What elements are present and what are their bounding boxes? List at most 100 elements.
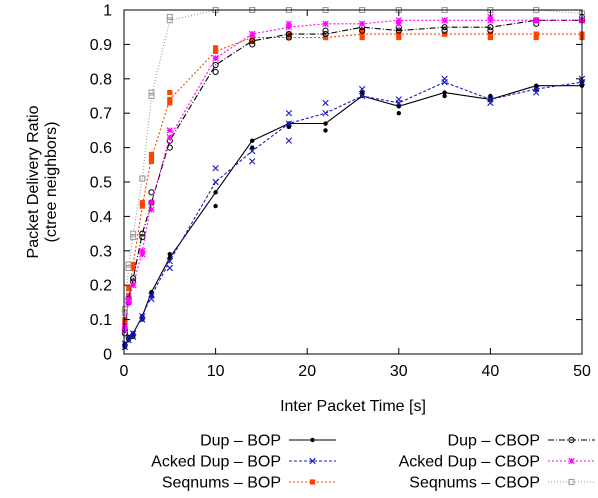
x-tick-label: 40	[482, 363, 500, 380]
data-point	[130, 265, 136, 271]
data-point	[212, 61, 219, 69]
data-point	[166, 17, 173, 24]
legend-marker	[310, 437, 315, 443]
data-point	[359, 28, 365, 34]
series-line	[124, 19, 582, 327]
legend-label: Acked Dup – BOP	[151, 454, 281, 471]
data-point	[166, 127, 173, 134]
data-point	[212, 54, 219, 62]
x-tick-label: 0	[120, 363, 129, 380]
data-point	[249, 41, 256, 48]
data-point	[130, 234, 137, 241]
y-tick-label: 0.6	[90, 140, 112, 157]
data-point	[395, 20, 402, 27]
data-point	[139, 316, 146, 323]
series-5	[121, 13, 586, 334]
data-point	[395, 27, 402, 34]
series-line	[124, 33, 582, 324]
data-point	[249, 158, 256, 165]
data-point	[130, 261, 136, 268]
data-point	[487, 34, 493, 41]
series-3	[122, 28, 585, 326]
data-point	[130, 275, 137, 282]
data-point	[533, 31, 539, 37]
data-point	[125, 299, 132, 306]
data-point	[359, 31, 365, 37]
legend-marker	[568, 436, 575, 444]
data-point	[487, 99, 494, 107]
data-point	[358, 85, 366, 93]
data-point	[166, 264, 173, 272]
data-point	[213, 48, 219, 54]
data-point	[148, 151, 155, 158]
legend-marker	[309, 479, 316, 485]
data-point	[442, 93, 447, 99]
legend-marker	[568, 479, 575, 485]
data-point	[285, 120, 293, 127]
data-point	[487, 13, 494, 21]
series-line	[124, 85, 582, 345]
data-point	[129, 333, 137, 340]
data-point	[322, 30, 329, 38]
data-point	[395, 17, 402, 24]
data-point	[322, 34, 329, 41]
series-line	[124, 19, 582, 330]
data-point	[285, 137, 293, 144]
data-point	[286, 124, 292, 130]
series-4	[121, 13, 586, 337]
data-point	[249, 34, 255, 41]
data-point	[359, 90, 365, 95]
data-point	[286, 34, 292, 41]
data-point	[121, 323, 129, 330]
legend-label: Dup – BOP	[200, 433, 281, 450]
data-point	[250, 145, 255, 150]
data-point	[213, 45, 219, 51]
series-line	[124, 81, 583, 348]
y-tick-label: 0.1	[90, 312, 112, 329]
legend-entry-4: Dup – CBOP	[448, 433, 595, 450]
data-point	[139, 200, 145, 206]
series-line	[124, 9, 583, 313]
data-point	[285, 20, 293, 27]
data-point	[121, 309, 128, 316]
data-point	[441, 75, 448, 82]
data-point	[395, 96, 402, 103]
data-point	[323, 128, 328, 133]
series-6	[121, 7, 585, 316]
data-point	[213, 190, 218, 195]
x-tick-label: 20	[298, 363, 316, 380]
y-tick-label: 0.7	[90, 106, 112, 123]
y-tick-label: 0.9	[90, 37, 112, 54]
data-point	[139, 203, 145, 209]
data-point	[167, 89, 173, 96]
data-point	[322, 20, 329, 27]
y-tick-label: 0.8	[90, 71, 112, 88]
data-point	[533, 17, 540, 24]
data-point	[441, 17, 448, 24]
data-point	[167, 252, 172, 257]
data-point	[148, 295, 155, 303]
data-point	[148, 93, 155, 99]
x-tick-label: 30	[390, 363, 408, 380]
data-point	[442, 90, 447, 95]
data-point	[213, 203, 218, 209]
legend-label: Dup – CBOP	[448, 433, 540, 450]
data-point	[129, 282, 137, 289]
y-axis-label-line-2: (ctree neighbors)	[43, 122, 60, 243]
data-point	[359, 27, 366, 34]
legend-entry-1: Dup – BOP	[200, 433, 336, 450]
data-point	[166, 134, 173, 141]
data-point	[148, 199, 155, 206]
data-point	[167, 100, 173, 106]
data-point	[125, 261, 132, 268]
y-tick-label: 0.3	[90, 243, 112, 260]
plot-marks	[121, 7, 586, 351]
data-point	[121, 326, 129, 334]
data-point	[122, 320, 128, 326]
data-point	[358, 92, 366, 100]
data-point	[121, 340, 129, 347]
data-point	[441, 24, 448, 31]
data-point	[148, 189, 155, 196]
data-point	[534, 83, 539, 88]
